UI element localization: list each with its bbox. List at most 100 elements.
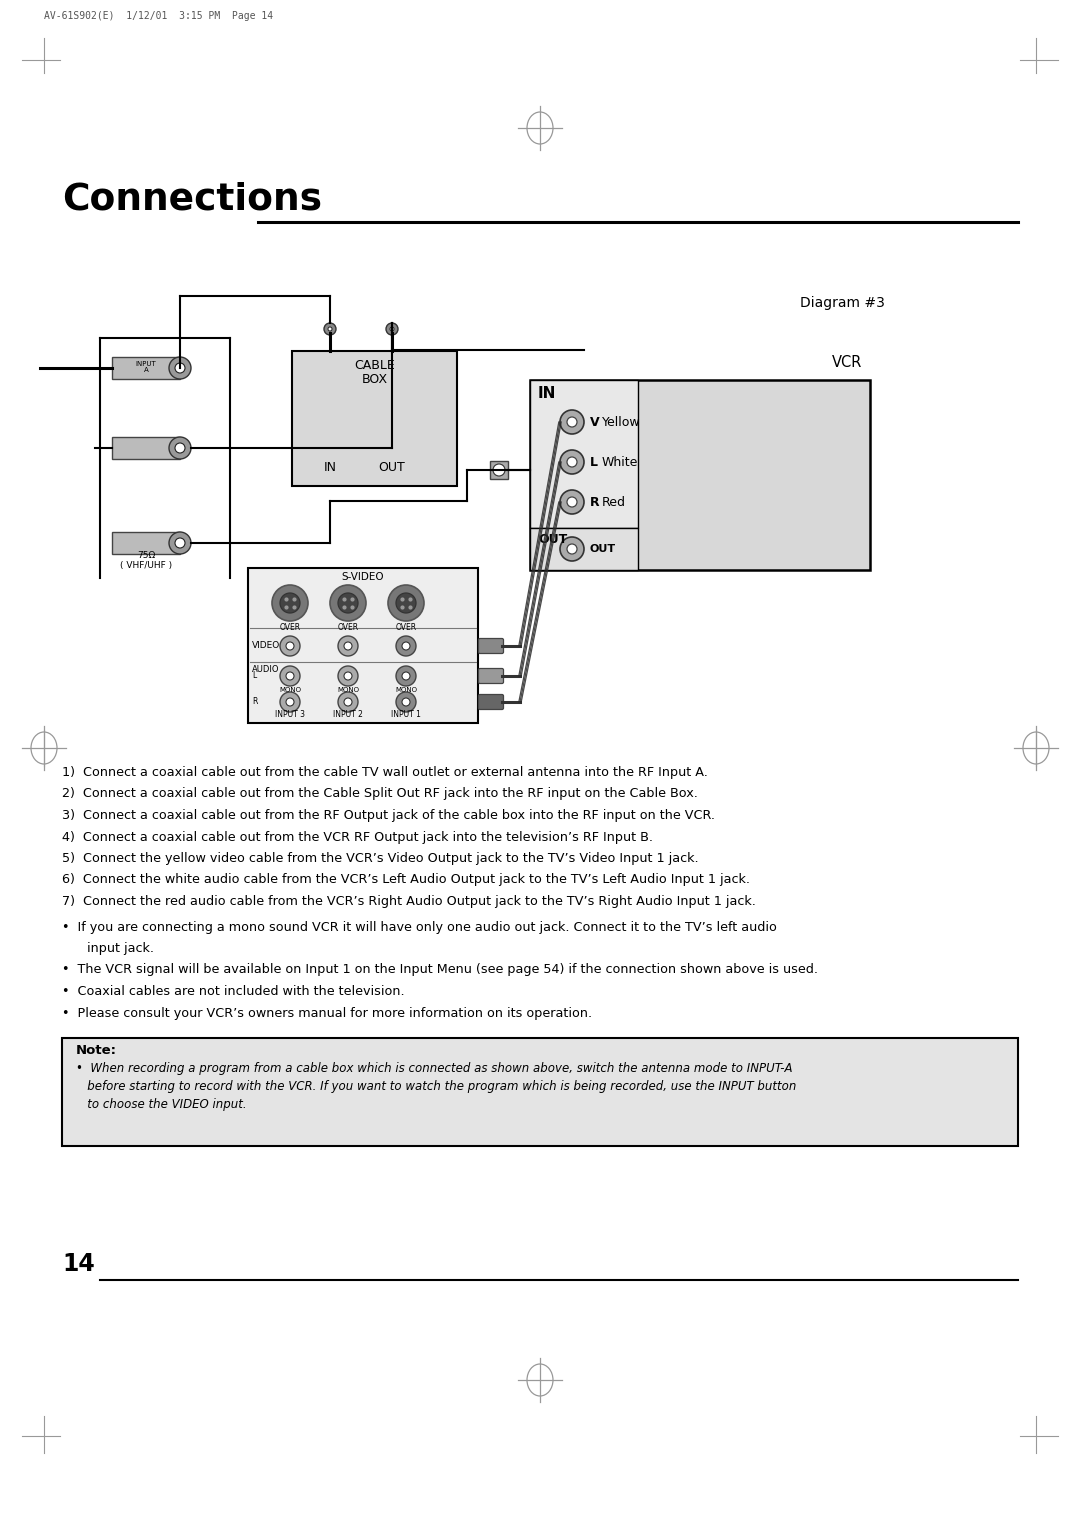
- Circle shape: [396, 593, 416, 613]
- Circle shape: [175, 364, 185, 373]
- Text: 7)  Connect the red audio cable from the VCR’s Right Audio Output jack to the TV: 7) Connect the red audio cable from the …: [62, 895, 756, 908]
- Text: White: White: [602, 455, 638, 469]
- Text: Connections: Connections: [62, 182, 322, 219]
- Text: •  When recording a program from a cable box which is connected as shown above, : • When recording a program from a cable …: [76, 1062, 793, 1076]
- Text: AV-61S902(E)  1/12/01  3:15 PM  Page 14: AV-61S902(E) 1/12/01 3:15 PM Page 14: [44, 11, 273, 21]
- FancyBboxPatch shape: [530, 380, 638, 529]
- Circle shape: [324, 322, 336, 335]
- Text: L: L: [252, 671, 256, 680]
- Text: BOX: BOX: [362, 373, 388, 387]
- Circle shape: [396, 636, 416, 656]
- Text: INPUT 1: INPUT 1: [391, 711, 421, 720]
- Text: 1)  Connect a coaxial cable out from the cable TV wall outlet or external antenn: 1) Connect a coaxial cable out from the …: [62, 766, 707, 779]
- Circle shape: [388, 585, 424, 620]
- Text: •  Coaxial cables are not included with the television.: • Coaxial cables are not included with t…: [62, 986, 405, 998]
- Circle shape: [345, 698, 352, 706]
- Text: OUT: OUT: [590, 544, 616, 555]
- Circle shape: [396, 692, 416, 712]
- Circle shape: [168, 437, 191, 458]
- Circle shape: [402, 642, 410, 649]
- FancyBboxPatch shape: [112, 437, 180, 458]
- Circle shape: [561, 410, 584, 434]
- FancyBboxPatch shape: [530, 529, 638, 570]
- Text: OVER: OVER: [337, 623, 359, 633]
- FancyBboxPatch shape: [292, 351, 457, 486]
- Circle shape: [280, 666, 300, 686]
- Circle shape: [286, 698, 294, 706]
- Circle shape: [168, 532, 191, 555]
- Text: 75Ω
( VHF/UHF ): 75Ω ( VHF/UHF ): [120, 550, 172, 570]
- Text: AUDIO: AUDIO: [252, 666, 280, 674]
- Text: Red: Red: [602, 495, 626, 509]
- Circle shape: [386, 322, 399, 335]
- Text: 3)  Connect a coaxial cable out from the RF Output jack of the cable box into th: 3) Connect a coaxial cable out from the …: [62, 808, 715, 822]
- Circle shape: [402, 698, 410, 706]
- Circle shape: [338, 636, 357, 656]
- Circle shape: [280, 636, 300, 656]
- Text: •  The VCR signal will be available on Input 1 on the Input Menu (see page 54) i: • The VCR signal will be available on In…: [62, 964, 818, 976]
- Circle shape: [567, 497, 577, 507]
- Text: OVER: OVER: [280, 623, 300, 633]
- Circle shape: [280, 593, 300, 613]
- FancyBboxPatch shape: [530, 380, 870, 570]
- Text: •  If you are connecting a mono sound VCR it will have only one audio out jack. : • If you are connecting a mono sound VCR…: [62, 920, 777, 934]
- Circle shape: [168, 358, 191, 379]
- Circle shape: [345, 672, 352, 680]
- Text: Yellow: Yellow: [602, 416, 640, 428]
- Text: OUT: OUT: [379, 461, 405, 474]
- Text: S-VIDEO: S-VIDEO: [341, 571, 384, 582]
- Text: R: R: [252, 697, 257, 706]
- FancyBboxPatch shape: [62, 1038, 1018, 1146]
- Text: CABLE: CABLE: [354, 359, 395, 371]
- Text: 2)  Connect a coaxial cable out from the Cable Split Out RF jack into the RF inp: 2) Connect a coaxial cable out from the …: [62, 787, 698, 801]
- Circle shape: [390, 327, 394, 332]
- Text: 14: 14: [62, 1251, 95, 1276]
- Text: input jack.: input jack.: [75, 941, 154, 955]
- Text: OUT: OUT: [538, 533, 567, 545]
- Circle shape: [328, 327, 332, 332]
- Text: INPUT 2: INPUT 2: [333, 711, 363, 720]
- Circle shape: [175, 443, 185, 452]
- Text: to choose the VIDEO input.: to choose the VIDEO input.: [76, 1099, 246, 1111]
- Circle shape: [561, 451, 584, 474]
- Text: Diagram #3: Diagram #3: [800, 296, 885, 310]
- FancyBboxPatch shape: [478, 639, 503, 654]
- Text: V: V: [590, 416, 599, 428]
- Text: MONO: MONO: [337, 688, 359, 694]
- Circle shape: [567, 417, 577, 426]
- FancyBboxPatch shape: [478, 695, 503, 709]
- Text: 6)  Connect the white audio cable from the VCR’s Left Audio Output jack to the T: 6) Connect the white audio cable from th…: [62, 874, 750, 886]
- Text: VCR: VCR: [832, 354, 862, 370]
- Circle shape: [272, 585, 308, 620]
- Circle shape: [286, 642, 294, 649]
- Text: 4)  Connect a coaxial cable out from the VCR RF Output jack into the television’: 4) Connect a coaxial cable out from the …: [62, 831, 653, 843]
- Text: INPUT
A: INPUT A: [136, 361, 157, 373]
- Text: L: L: [590, 455, 598, 469]
- Text: Note:: Note:: [76, 1044, 117, 1057]
- Text: before starting to record with the VCR. If you want to watch the program which i: before starting to record with the VCR. …: [76, 1080, 796, 1093]
- Circle shape: [286, 672, 294, 680]
- Circle shape: [567, 457, 577, 468]
- Text: MONO: MONO: [279, 688, 301, 694]
- FancyBboxPatch shape: [112, 532, 180, 555]
- Text: IN: IN: [538, 387, 556, 400]
- FancyBboxPatch shape: [478, 669, 503, 683]
- Circle shape: [330, 585, 366, 620]
- Text: VIDEO: VIDEO: [252, 642, 280, 651]
- Text: IN: IN: [324, 461, 337, 474]
- Circle shape: [567, 544, 577, 555]
- Text: OVER: OVER: [395, 623, 417, 633]
- Circle shape: [396, 666, 416, 686]
- Circle shape: [561, 536, 584, 561]
- Text: R: R: [590, 495, 599, 509]
- Circle shape: [175, 538, 185, 549]
- FancyBboxPatch shape: [112, 358, 180, 379]
- Text: 5)  Connect the yellow video cable from the VCR’s Video Output jack to the TV’s : 5) Connect the yellow video cable from t…: [62, 853, 699, 865]
- Circle shape: [561, 490, 584, 513]
- Circle shape: [338, 666, 357, 686]
- Circle shape: [492, 465, 505, 477]
- Text: •  Please consult your VCR’s owners manual for more information on its operation: • Please consult your VCR’s owners manua…: [62, 1007, 592, 1019]
- Circle shape: [338, 692, 357, 712]
- Text: INPUT 3: INPUT 3: [275, 711, 305, 720]
- FancyBboxPatch shape: [248, 568, 478, 723]
